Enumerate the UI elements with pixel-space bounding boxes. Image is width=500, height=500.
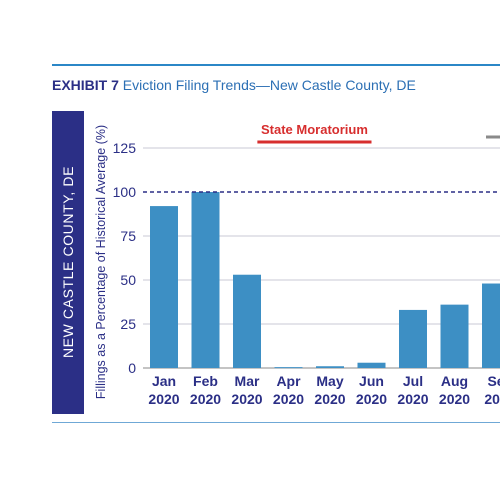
x-tick-month: Jun (359, 373, 384, 389)
y-tick-label: 0 (128, 360, 136, 376)
county-side-panel: NEW CASTLE COUNTY, DE (52, 111, 84, 414)
x-tick-year: 2020 (314, 391, 345, 407)
y-tick-label: 100 (113, 184, 137, 200)
moratorium-label: State Moratorium (261, 122, 368, 137)
x-tick-month: May (316, 373, 343, 389)
bar (399, 309, 427, 368)
exhibit-title: EXHIBIT 7 Eviction Filing Trends—New Cas… (52, 77, 416, 93)
bar (482, 283, 500, 368)
bar (150, 206, 178, 368)
y-tick-label: 25 (120, 316, 136, 332)
bar (191, 192, 220, 368)
bar (316, 366, 344, 368)
x-tick-year: 2020 (231, 391, 262, 407)
bar (440, 304, 469, 368)
x-tick-year: 2020 (190, 391, 221, 407)
x-tick-month: Se (487, 373, 500, 389)
bottom-rule (52, 422, 500, 423)
x-tick-year: 2020 (439, 391, 470, 407)
top-rule (52, 64, 500, 66)
x-tick-year: 202 (484, 391, 500, 407)
x-tick-month: Jul (403, 373, 423, 389)
x-tick-month: Mar (235, 373, 260, 389)
bar (233, 274, 261, 368)
x-tick-month: Aug (441, 373, 468, 389)
x-tick-year: 2020 (356, 391, 387, 407)
y-axis-title: Fillings as a Percentage of Historical A… (94, 125, 108, 399)
y-tick-label: 125 (113, 140, 137, 156)
exhibit-heading: Eviction Filing Trends—New Castle County… (122, 77, 416, 93)
y-tick-label: 50 (120, 272, 136, 288)
x-tick-month: Feb (193, 373, 218, 389)
x-tick-year: 2020 (273, 391, 304, 407)
bar (357, 362, 386, 368)
bar (274, 367, 303, 369)
x-tick-year: 2020 (397, 391, 428, 407)
x-tick-month: Apr (276, 373, 301, 389)
x-tick-year: 2020 (148, 391, 179, 407)
y-tick-label: 75 (120, 228, 136, 244)
x-tick-month: Jan (152, 373, 176, 389)
exhibit-label: EXHIBIT 7 (52, 77, 119, 93)
